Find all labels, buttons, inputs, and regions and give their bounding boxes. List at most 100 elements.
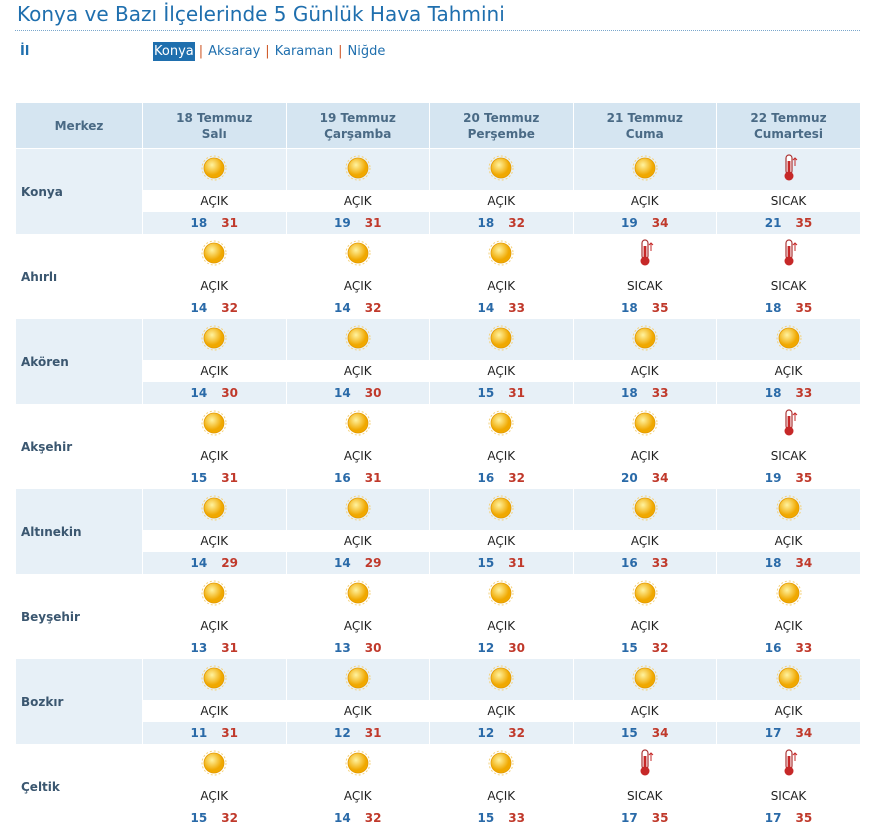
day-weekday: Salı [201, 126, 227, 141]
max-temp: 32 [364, 301, 382, 315]
min-temp: 20 [621, 471, 638, 485]
temp-cell: 19 31 [285, 212, 430, 234]
min-temp: 15 [477, 811, 495, 825]
temp-cell: 12 32 [429, 722, 573, 744]
max-temp: 31 [364, 471, 382, 485]
condition: AÇIK [285, 785, 430, 807]
min-temp: 18 [621, 386, 638, 400]
max-temp: 33 [651, 556, 669, 570]
icon-cell [285, 744, 430, 785]
temp-cell: 18 34 [716, 552, 860, 574]
condition-row: AÇIK AÇIK AÇIK SICAK SICAK [16, 785, 860, 807]
max-temp: 33 [651, 386, 669, 400]
icon-cell [142, 319, 286, 360]
icon-cell [572, 659, 717, 700]
max-temp: 29 [221, 556, 238, 570]
province-tab[interactable]: Konya [153, 42, 195, 61]
icon-cell [572, 574, 717, 615]
min-temp: 17 [764, 811, 782, 825]
condition: SICAK [716, 275, 860, 297]
temp-row: 14 32 14 32 14 33 18 35 18 35 [16, 297, 860, 319]
province-tab[interactable]: Aksaray [208, 44, 261, 59]
icon-cell [142, 574, 286, 615]
temp-cell: 11 31 [142, 722, 286, 744]
province-tab[interactable]: Karaman [274, 44, 334, 59]
sun-icon [201, 580, 227, 606]
station-name: Çeltik [15, 744, 143, 829]
icon-cell [142, 148, 286, 190]
day-header: 22 Temmuz Cumartesi [716, 103, 860, 149]
condition: AÇIK [429, 615, 573, 637]
temp-cell: 15 31 [429, 552, 573, 574]
max-temp: 31 [364, 216, 382, 230]
sun-icon [201, 750, 227, 776]
day-date: 19 Temmuz [319, 110, 396, 125]
day-date: 18 Temmuz [176, 110, 253, 125]
temp-cell: 18 33 [716, 382, 860, 404]
max-temp: 34 [651, 726, 669, 740]
condition: AÇIK [142, 615, 286, 637]
icon-cell [572, 148, 717, 190]
hot-icon [784, 749, 797, 776]
temp-cell: 18 35 [572, 297, 717, 319]
condition: SICAK [716, 445, 860, 467]
min-temp: 14 [190, 386, 208, 400]
min-temp: 13 [190, 641, 208, 655]
hot-icon [784, 154, 797, 181]
condition: AÇIK [716, 530, 860, 552]
sun-icon [345, 155, 371, 181]
sun-icon [488, 495, 514, 521]
station-name: Bozkır [15, 659, 143, 744]
icon-cell [142, 489, 286, 530]
min-temp: 18 [764, 556, 782, 570]
sun-icon [345, 580, 371, 606]
station-name: Ahırlı [15, 234, 143, 319]
sun-icon [776, 495, 801, 521]
province-tabs: Konya | Aksaray | Karaman | Niğde [153, 42, 386, 61]
temp-cell: 21 35 [716, 212, 860, 234]
max-temp: 34 [795, 726, 813, 740]
temp-cell: 15 32 [142, 807, 286, 829]
min-temp: 14 [334, 556, 351, 570]
min-temp: 14 [334, 811, 351, 825]
max-temp: 31 [364, 726, 382, 740]
icon-cell [429, 148, 573, 190]
min-temp: 15 [477, 386, 495, 400]
min-temp: 15 [621, 726, 638, 740]
condition: AÇIK [572, 360, 717, 382]
icon-row: Konya [15, 148, 860, 234]
icon-cell [716, 489, 860, 530]
temp-cell: 14 29 [285, 552, 430, 574]
min-temp: 15 [477, 556, 495, 570]
condition-row: AÇIK AÇIK AÇIK AÇIK AÇIK [16, 530, 860, 552]
icon-cell [285, 148, 430, 190]
province-tab[interactable]: Niğde [347, 44, 386, 59]
temp-cell: 15 34 [572, 722, 717, 744]
condition: AÇIK [429, 275, 573, 297]
corner-header: Merkez [15, 103, 143, 149]
max-temp: 32 [508, 471, 525, 485]
temp-cell: 15 31 [429, 382, 573, 404]
icon-cell [716, 744, 860, 785]
icon-row: Akşehir [15, 404, 860, 489]
max-temp: 32 [221, 301, 238, 315]
sun-icon [776, 665, 801, 691]
station-name: Akören [15, 319, 143, 404]
temp-row: 13 31 13 30 12 30 15 32 16 33 [16, 637, 860, 659]
sun-icon [345, 665, 371, 691]
temp-cell: 20 34 [572, 467, 717, 489]
max-temp: 33 [795, 641, 813, 655]
max-temp: 29 [364, 556, 382, 570]
max-temp: 34 [795, 556, 813, 570]
temp-row: 14 29 14 29 15 31 16 33 18 34 [16, 552, 860, 574]
condition: AÇIK [285, 275, 430, 297]
forecast-table: Merkez 18 Temmuz Salı 19 Temmuz Çarşamba 20 T… [15, 103, 860, 829]
condition: SICAK [716, 190, 860, 212]
min-temp: 18 [764, 386, 782, 400]
max-temp: 30 [364, 386, 382, 400]
temp-cell: 16 32 [429, 467, 573, 489]
tab-separator: | [198, 44, 204, 59]
icon-cell [142, 659, 286, 700]
min-temp: 18 [190, 216, 208, 230]
temp-cell: 14 29 [142, 552, 286, 574]
